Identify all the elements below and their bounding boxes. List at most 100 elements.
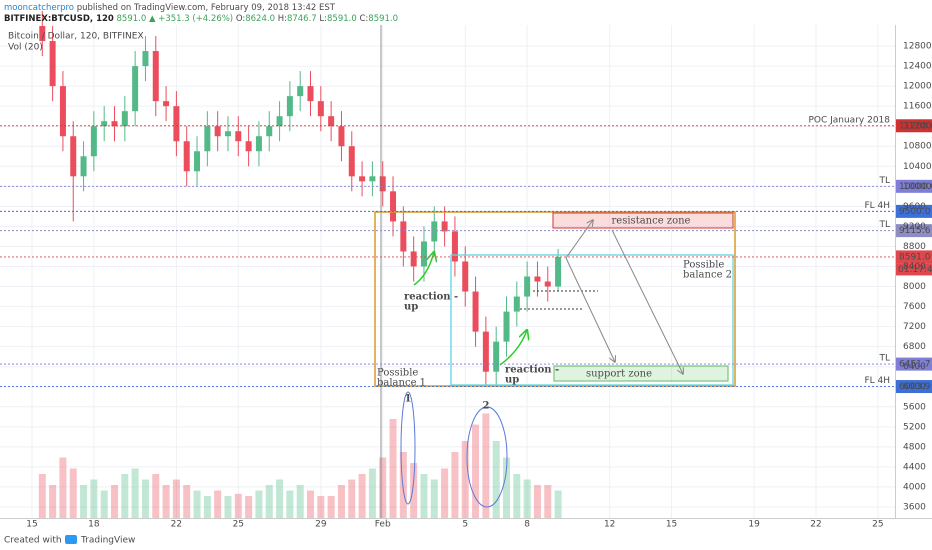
candle-body	[410, 251, 417, 267]
candle-body	[297, 86, 304, 97]
x-tick-label: 22	[171, 520, 182, 530]
arrow	[565, 257, 615, 362]
y-tick-label: 12800	[903, 42, 932, 52]
level-note: TL	[878, 176, 890, 186]
header-line: mooncatcherpro published on TradingView.…	[4, 3, 336, 13]
level-note: TL	[878, 354, 890, 364]
volume-bar	[399, 452, 407, 518]
candle-body	[503, 311, 510, 342]
candle-body	[338, 126, 345, 147]
candle-body	[245, 141, 252, 152]
x-tick-label: Feb	[375, 520, 391, 530]
y-tick-label: 4000	[903, 482, 926, 492]
mark-label: 2	[483, 401, 490, 412]
price-tag-label: 6451.7	[899, 360, 931, 370]
candle-body	[472, 291, 479, 332]
candle-body	[80, 156, 87, 177]
last: 8591.0	[117, 14, 147, 24]
level-note: POC January 2018	[808, 115, 890, 125]
balance-box-2	[450, 254, 734, 386]
price-tag	[896, 380, 932, 394]
price-tag-label: 10000.0	[899, 182, 932, 192]
price-tag-label: 8591.0	[899, 252, 931, 262]
ellipse	[400, 391, 416, 505]
c-label: C:	[359, 14, 368, 24]
candle-body	[493, 341, 500, 372]
support-label: support zone	[586, 369, 652, 380]
candle-body	[359, 176, 366, 182]
volume-bar	[111, 485, 119, 518]
volume-bar	[183, 485, 191, 518]
x-tick-label: 25	[233, 520, 244, 530]
volume-bar	[389, 419, 397, 518]
volume-bar	[80, 485, 88, 518]
y-tick-label: 8400	[903, 262, 926, 272]
published: published on TradingView.com, February 0…	[77, 3, 336, 13]
candle-body	[39, 26, 46, 42]
candle-body	[49, 41, 56, 87]
volume-bar	[554, 490, 562, 518]
volume-bar	[441, 468, 449, 518]
candle-body	[317, 101, 324, 117]
ticker-line: BITFINEX:BTCUSD, 120 8591.0 ▲ +351.3 (+4…	[4, 14, 398, 24]
price-tag-label: 9500.0	[899, 207, 931, 217]
volume-bar	[368, 468, 376, 518]
axes: 3600 4000 4400 4800 5200 5600 6000 6400 6800 7200…	[26, 42, 932, 530]
price-tag-label: 6003.9	[899, 382, 931, 392]
candle-body	[276, 116, 283, 127]
countdown-tag	[896, 263, 932, 276]
chart-title: Bitcoin / Dollar, 120, BITFINEX	[8, 32, 144, 42]
h-label: H:	[278, 14, 287, 24]
candle-body	[235, 131, 242, 142]
x-tick-label: 25	[872, 520, 883, 530]
volume-bar	[193, 490, 201, 518]
reaction-label: reaction -	[404, 292, 458, 303]
c: 8591.0	[368, 14, 398, 24]
candle-body	[390, 191, 397, 222]
volume-bar	[348, 479, 356, 518]
volume-bar	[224, 496, 232, 518]
y-tick-label: 9600	[903, 202, 926, 212]
candle-body	[204, 126, 211, 152]
arrow	[611, 229, 683, 374]
level-note: TL	[878, 220, 890, 230]
candle-body	[70, 136, 77, 177]
candle-body	[524, 276, 531, 297]
price-tag	[896, 224, 932, 238]
candle-body	[142, 51, 149, 67]
candle-body	[420, 241, 427, 267]
volume-bar	[451, 452, 459, 518]
candle-body	[462, 261, 469, 292]
grid	[0, 25, 895, 518]
y-tick-label: 11200	[903, 122, 932, 132]
footer-brand[interactable]: TradingView	[80, 536, 135, 546]
volume-bar	[430, 479, 438, 518]
y-tick-label: 10800	[903, 142, 932, 152]
volume-bar	[482, 413, 490, 518]
x-tick-label: 15	[26, 520, 37, 530]
candle-body	[101, 121, 108, 127]
l: 8591.0	[327, 14, 357, 24]
candle-body	[59, 86, 66, 137]
y-tick-label: 12000	[903, 82, 932, 92]
candle-body	[224, 131, 231, 137]
reaction-label: up	[505, 375, 519, 386]
y-tick-label: 6800	[903, 342, 926, 352]
candle-body	[111, 121, 118, 127]
volume-bar	[523, 479, 531, 518]
volume-bar	[533, 485, 541, 518]
candle-layer	[39, 10, 562, 387]
volume-bar	[286, 490, 294, 518]
candle-body	[152, 51, 159, 102]
candle-body	[441, 221, 448, 232]
annotations	[374, 25, 736, 518]
level-note: FL 4H	[864, 201, 890, 211]
volume-bar	[379, 457, 387, 518]
volume-bar	[410, 463, 418, 518]
ellipse	[466, 406, 508, 508]
logo	[65, 535, 77, 544]
volume-bar	[141, 479, 149, 518]
candle-body	[173, 106, 180, 142]
level-note: FL 4H	[864, 376, 890, 386]
